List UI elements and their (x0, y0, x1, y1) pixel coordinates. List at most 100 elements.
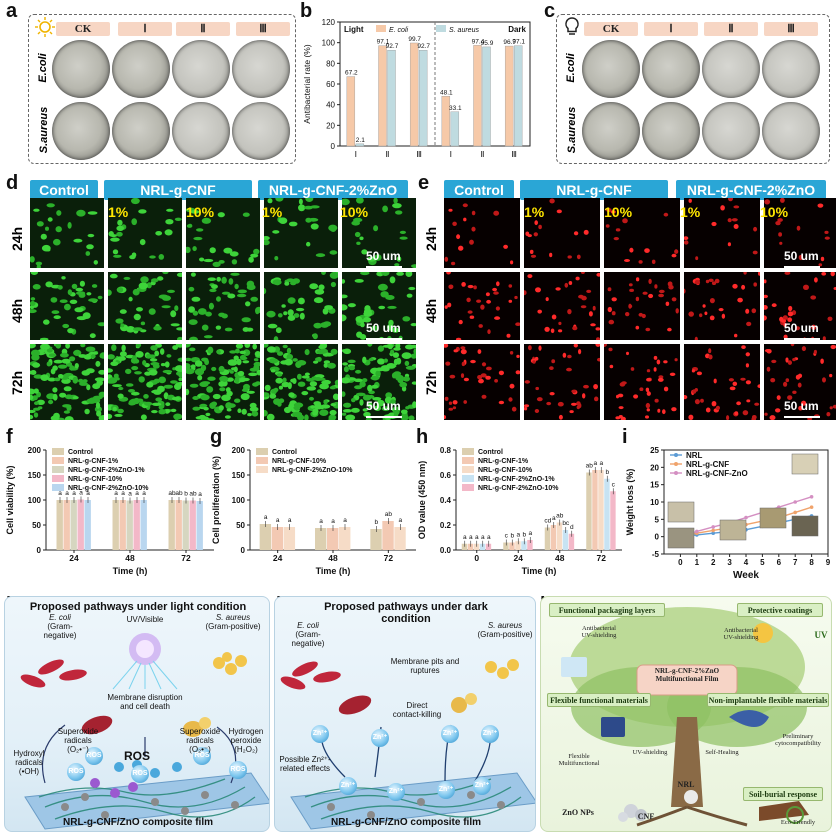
k-pits: Membrane pits and ruptures (390, 657, 460, 676)
cell-spot (535, 386, 539, 391)
cell-spot (166, 208, 174, 212)
cell-spot (264, 384, 271, 392)
cell-spot (293, 402, 304, 408)
cell-spot (619, 382, 626, 387)
cell-spot (396, 272, 404, 276)
cell-spot (314, 403, 322, 410)
cell-spot (576, 254, 581, 260)
cell-spot (188, 319, 198, 325)
cell-spot (355, 316, 363, 323)
j-superoxide-left: Superoxide radicals (O₂•⁻) (57, 727, 99, 755)
e-time-72: 72h (423, 370, 439, 395)
cell-spot (304, 205, 313, 210)
cell-spot (160, 348, 165, 355)
cell-spot (546, 401, 552, 406)
cell-spot (190, 272, 196, 277)
chart-f-viability: 0 50 100 150 200 Cell viability (%) Time (h) 24… (5, 446, 214, 576)
cell-spot (209, 402, 216, 409)
cell-spot (186, 363, 191, 370)
k-direct: Direct contact-killing (392, 701, 442, 720)
cell-spot (829, 406, 833, 410)
h-sig-letter: b (522, 531, 526, 538)
g-xtick-label: 72 (384, 553, 394, 563)
f-sig-letter: a (72, 490, 76, 497)
cell-spot (494, 316, 501, 320)
f-legend-swatch (52, 457, 64, 464)
cell-spot (822, 336, 826, 340)
cell-spot (461, 361, 466, 367)
cell-spot (45, 226, 49, 231)
f-sig-letter: a (121, 490, 125, 497)
cell-spot (528, 345, 532, 351)
cell-spot (356, 241, 361, 245)
cell-spot (704, 311, 708, 316)
cell-spot (684, 240, 689, 245)
cell-spot (277, 401, 282, 407)
cell-spot (508, 397, 513, 402)
cell-spot (444, 305, 448, 309)
cell-spot (172, 345, 178, 350)
i-point (793, 500, 797, 504)
cell-spot (188, 223, 193, 228)
f-legend-swatch (52, 484, 64, 491)
cell-spot (267, 198, 273, 204)
cell-spot (530, 254, 537, 258)
cell-spot (118, 386, 124, 391)
h-sig-letter: a (463, 534, 467, 541)
cell-spot (771, 303, 777, 308)
cell-spot (493, 291, 499, 295)
cell-spot (356, 331, 363, 338)
cell-spot (244, 344, 251, 348)
cell-spot (645, 402, 651, 409)
cell-spot (646, 369, 651, 373)
cell-spot (128, 296, 133, 302)
cell-spot (567, 354, 572, 359)
cell-spot (486, 299, 491, 304)
cell-spot (509, 351, 514, 355)
h-ylabel: OD value (450 nm) (417, 461, 427, 540)
plates-a-frame (28, 14, 296, 164)
cell-spot (452, 400, 458, 405)
cell-spot (745, 308, 750, 314)
cell-spot (728, 198, 733, 202)
cell-spot (549, 252, 553, 258)
plate-c-ecoli-2 (702, 40, 760, 98)
h-sig-letter: a (469, 534, 473, 541)
h-bar (544, 527, 551, 550)
cell-spot (782, 315, 788, 321)
cell-spot (330, 403, 337, 407)
cell-spot (460, 373, 465, 378)
d-time-24: 24h (9, 226, 25, 251)
cell-spot (498, 400, 505, 405)
f-bar (175, 500, 182, 550)
cell-spot (830, 344, 836, 350)
cell-spot (231, 367, 237, 371)
cell-spot (164, 361, 170, 368)
i-point (793, 510, 797, 515)
cell-spot (58, 374, 64, 379)
b-ytick-label: 0 (331, 142, 336, 151)
cell-spot (239, 350, 246, 355)
e-label-cnf-10: 10% (604, 204, 633, 220)
cell-spot (86, 244, 94, 250)
l-nrl: NRL (677, 780, 695, 789)
i-point (711, 528, 715, 533)
f-legend-label: NRL-g-CNF-2%ZnO-1% (68, 467, 145, 474)
panel-label-h: h (416, 426, 429, 448)
f-bar (140, 500, 147, 550)
cell-spot (715, 405, 720, 411)
cell-spot (69, 365, 75, 371)
cell-spot (558, 321, 562, 326)
cell-spot (153, 325, 162, 331)
cell-spot (73, 238, 83, 243)
f-sig-letter: a (58, 490, 62, 497)
cell-spot (515, 370, 520, 375)
cell-spot (827, 316, 833, 321)
cell-spot (53, 412, 60, 420)
cell-spot (84, 408, 90, 415)
k-zn-bubble-5: Zn²⁺ (339, 777, 357, 795)
plate-a-ecoli-2 (172, 40, 230, 98)
cell-spot (353, 217, 363, 223)
cell-spot (515, 322, 520, 326)
cell-spot (594, 396, 599, 402)
